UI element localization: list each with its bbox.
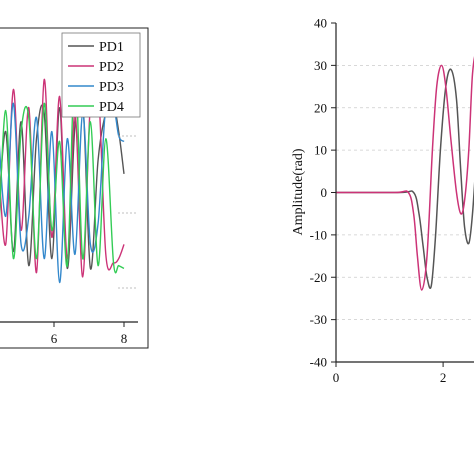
right-series-group — [336, 56, 474, 291]
left-plot-frame — [0, 27, 149, 349]
right-y-tick-label: -10 — [310, 227, 327, 242]
legend-box — [61, 32, 141, 118]
right-y-ticks: 40 30 20 10 0 -10 -20 -30 -40 — [310, 16, 336, 370]
left-x-tick-label: 6 — [51, 331, 58, 346]
left-grid-ticks — [118, 135, 138, 289]
right-y-tick-label: -30 — [310, 312, 327, 327]
right-y-tick-label: -40 — [310, 355, 327, 370]
right-y-tick-label: 20 — [314, 100, 327, 115]
right-x-tick-label: 2 — [440, 370, 447, 385]
left-legend: PD1 PD2 PD3 PD4 — [61, 32, 141, 118]
right-y-axis-label: Amplitude(rad) — [291, 148, 306, 235]
left-series-line-pd4 — [0, 64, 125, 274]
right-series-line-1 — [336, 68, 474, 290]
left-x-tick-label: 8 — [121, 331, 128, 346]
right-y-tick-label: 40 — [314, 16, 327, 31]
right-grid — [336, 64, 474, 321]
right-y-tick-label: 10 — [314, 143, 327, 158]
right-y-tick-label: 30 — [314, 58, 327, 73]
legend-label-pd4: PD4 — [99, 100, 124, 115]
right-y-tick-label: -20 — [310, 270, 327, 285]
right-y-tick-label: 0 — [321, 185, 328, 200]
legend-label-pd1: PD1 — [99, 40, 124, 55]
right-series-line-2 — [336, 56, 474, 291]
left-series-line-pd1 — [0, 88, 125, 270]
right-x-tick-label: 0 — [333, 370, 340, 385]
legend-label-pd2: PD2 — [99, 60, 124, 75]
left-series-line-pd3 — [0, 95, 125, 284]
left-series-group — [0, 64, 125, 284]
legend-label-pd3: PD3 — [99, 80, 124, 95]
